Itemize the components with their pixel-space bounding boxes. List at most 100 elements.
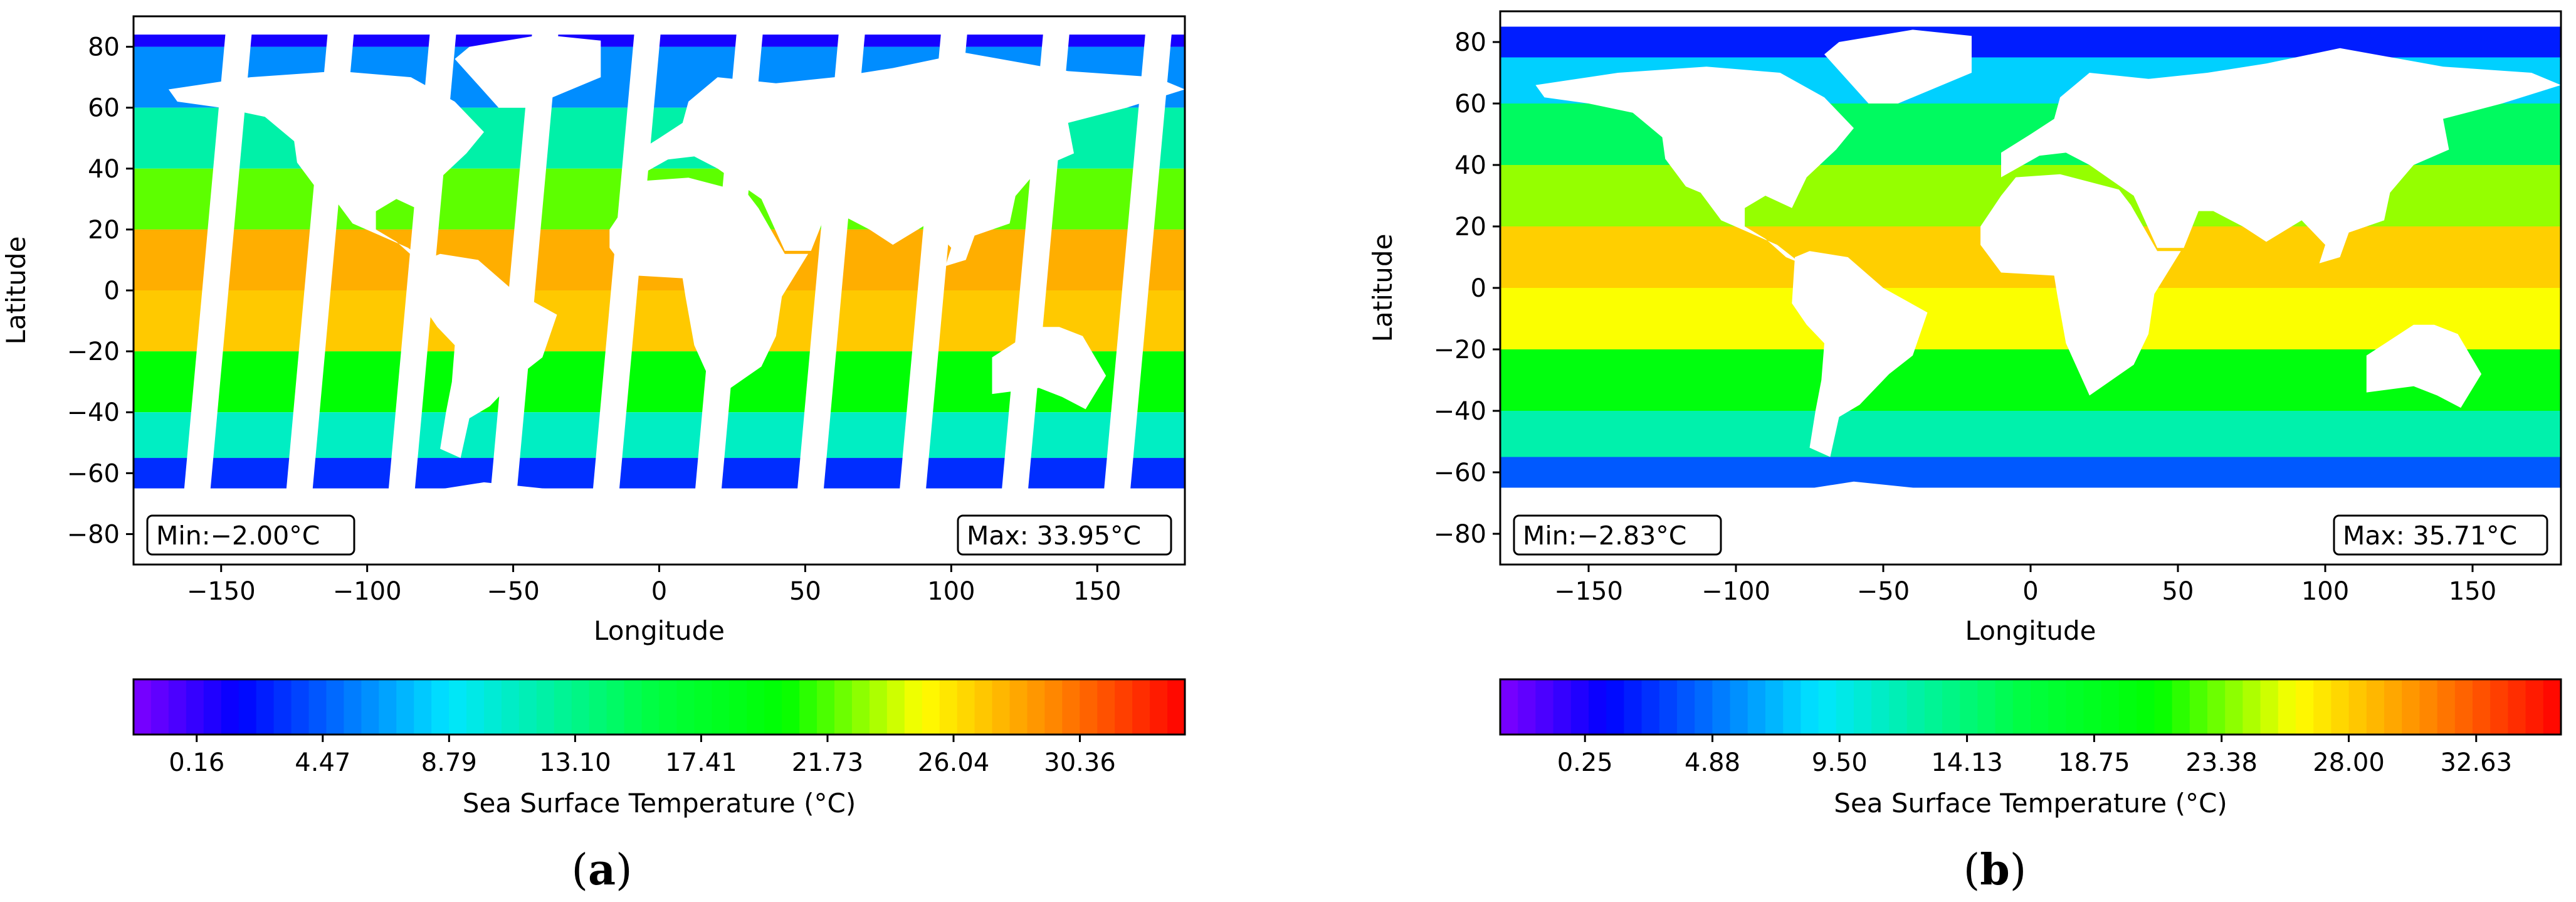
colorbar-segment — [1942, 679, 1960, 735]
colorbar-tick-label: 21.73 — [792, 748, 864, 777]
land-mask — [1792, 251, 1928, 457]
x-tick-label: 50 — [789, 577, 821, 606]
x-tick-label: −50 — [1857, 577, 1910, 606]
colorbar-segment — [571, 679, 590, 735]
y-tick-label: −60 — [67, 459, 120, 488]
colorbar-segment — [168, 679, 187, 735]
colorbar-segment — [2012, 679, 2031, 735]
min-value-box: Min:−2.00°C — [146, 514, 355, 556]
y-tick-label: 40 — [88, 155, 120, 184]
swath-gap — [586, 16, 663, 565]
colorbar-frame — [132, 678, 1186, 736]
colorbar-segment — [992, 679, 1011, 735]
no-data — [1500, 11, 2561, 24]
map-panel-b: −150 −100 −50 0 50 100 150 −80 −60 −40 −20 0 20 40 60 8… — [1367, 10, 2562, 895]
colorbar-tick-label: 26.04 — [918, 748, 990, 777]
max-value-box: Max: 35.71°C — [2333, 514, 2548, 556]
colorbar-segment — [2083, 679, 2102, 735]
colorbar-segment — [379, 679, 397, 735]
y-tick-label: −80 — [67, 520, 120, 549]
colorbar-segment — [2454, 679, 2473, 735]
y-tick-label: 80 — [1454, 28, 1486, 57]
colorbar-tick-label: 4.88 — [1685, 748, 1740, 777]
max-box-frame — [957, 514, 1172, 556]
colorbar-label: Sea Surface Temperature (°C) — [1834, 788, 2227, 819]
colorbar-segment — [150, 679, 169, 735]
colorbar-segment — [869, 679, 888, 735]
colorbar-segment — [589, 679, 607, 735]
land-mask — [1824, 29, 1972, 103]
colorbar-segment — [518, 679, 537, 735]
map-panel-a: −150 −100 −50 0 50 100 150 −80 −60 −40 −20 0 20 40 60 8… — [1, 15, 1186, 895]
min-box-frame — [1513, 514, 1722, 556]
colorbar-segment — [1906, 679, 1925, 735]
colorbar-segment — [2366, 679, 2385, 735]
colorbar-segment — [2189, 679, 2208, 735]
sst-band — [1500, 26, 2561, 58]
y-tick-label: 0 — [1471, 274, 1486, 303]
colorbar-segment — [1836, 679, 1854, 735]
panel-tag: (a) — [571, 845, 632, 895]
colorbar-segment — [203, 679, 222, 735]
x-tick-label: −100 — [333, 577, 402, 606]
y-tick-label: 60 — [88, 94, 120, 123]
colorbar-segment — [221, 679, 239, 735]
map-plot-area — [1500, 11, 2561, 565]
swath-gap — [1097, 16, 1174, 565]
colorbar-segment — [2066, 679, 2084, 735]
colorbar-segment — [1062, 679, 1081, 735]
y-tick-label: 60 — [1454, 90, 1486, 119]
colorbar-segment — [799, 679, 817, 735]
land-mask — [455, 34, 601, 108]
swath-gap — [177, 16, 253, 565]
min-value-label: Min:−2.00°C — [156, 521, 320, 551]
colorbar-segment — [1535, 679, 1554, 735]
swath-gap — [791, 16, 867, 565]
max-value-label: Max: 35.71°C — [2343, 521, 2517, 551]
colorbar-segment — [2437, 679, 2456, 735]
y-tick-label: −40 — [67, 398, 120, 427]
y-tick-label: −60 — [1434, 459, 1486, 487]
colorbar-segment — [1783, 679, 1802, 735]
sst-band — [1500, 411, 2561, 457]
swath-gap — [688, 16, 765, 565]
colorbar-segment — [449, 679, 467, 735]
land-mask — [609, 178, 809, 397]
colorbar-segment — [1871, 679, 1890, 735]
min-value-box: Min:−2.83°C — [1513, 514, 1722, 556]
colorbar-segment — [1730, 679, 1748, 735]
colorbar-segment — [1553, 679, 1572, 735]
colorbar-segment — [2278, 679, 2296, 735]
colorbar-segment — [1924, 679, 1943, 735]
colorbar-tick-label: 0.16 — [169, 748, 224, 777]
colorbar-segment — [694, 679, 713, 735]
colorbar-segment — [2402, 679, 2421, 735]
x-tick-label: −100 — [1701, 577, 1770, 606]
colorbar-segment — [712, 679, 730, 735]
colorbar-segment — [1695, 679, 1713, 735]
colorbar-segment — [1606, 679, 1625, 735]
colorbar-segment — [414, 679, 432, 735]
y-axis-label: Latitude — [1, 236, 31, 345]
colorbar-segment — [238, 679, 257, 735]
colorbar-segment — [764, 679, 782, 735]
colorbar-segment — [2101, 679, 2120, 735]
colorbar-segment — [1115, 679, 1133, 735]
colorbar-segment — [1677, 679, 1695, 735]
colorbar-tick-label: 14.13 — [1931, 748, 2003, 777]
colorbar-segment — [904, 679, 923, 735]
colorbar: 0.16 4.47 8.79 13.10 17.41 21.73 26.04 30.36 Sea… — [132, 678, 1186, 819]
x-tick-label: 0 — [651, 577, 667, 606]
colorbar-segment — [782, 679, 800, 735]
colorbar-segment — [1570, 679, 1589, 735]
colorbar-segment — [834, 679, 853, 735]
x-tick-label: 0 — [2022, 577, 2038, 606]
colorbar-segment — [1150, 679, 1168, 735]
max-box-frame — [2333, 514, 2548, 556]
colorbar-label: Sea Surface Temperature (°C) — [463, 788, 856, 819]
colorbar-segment — [939, 679, 958, 735]
colorbar-segment — [1977, 679, 1996, 735]
colorbar-segment — [1080, 679, 1098, 735]
x-tick-label: 100 — [2301, 577, 2349, 606]
